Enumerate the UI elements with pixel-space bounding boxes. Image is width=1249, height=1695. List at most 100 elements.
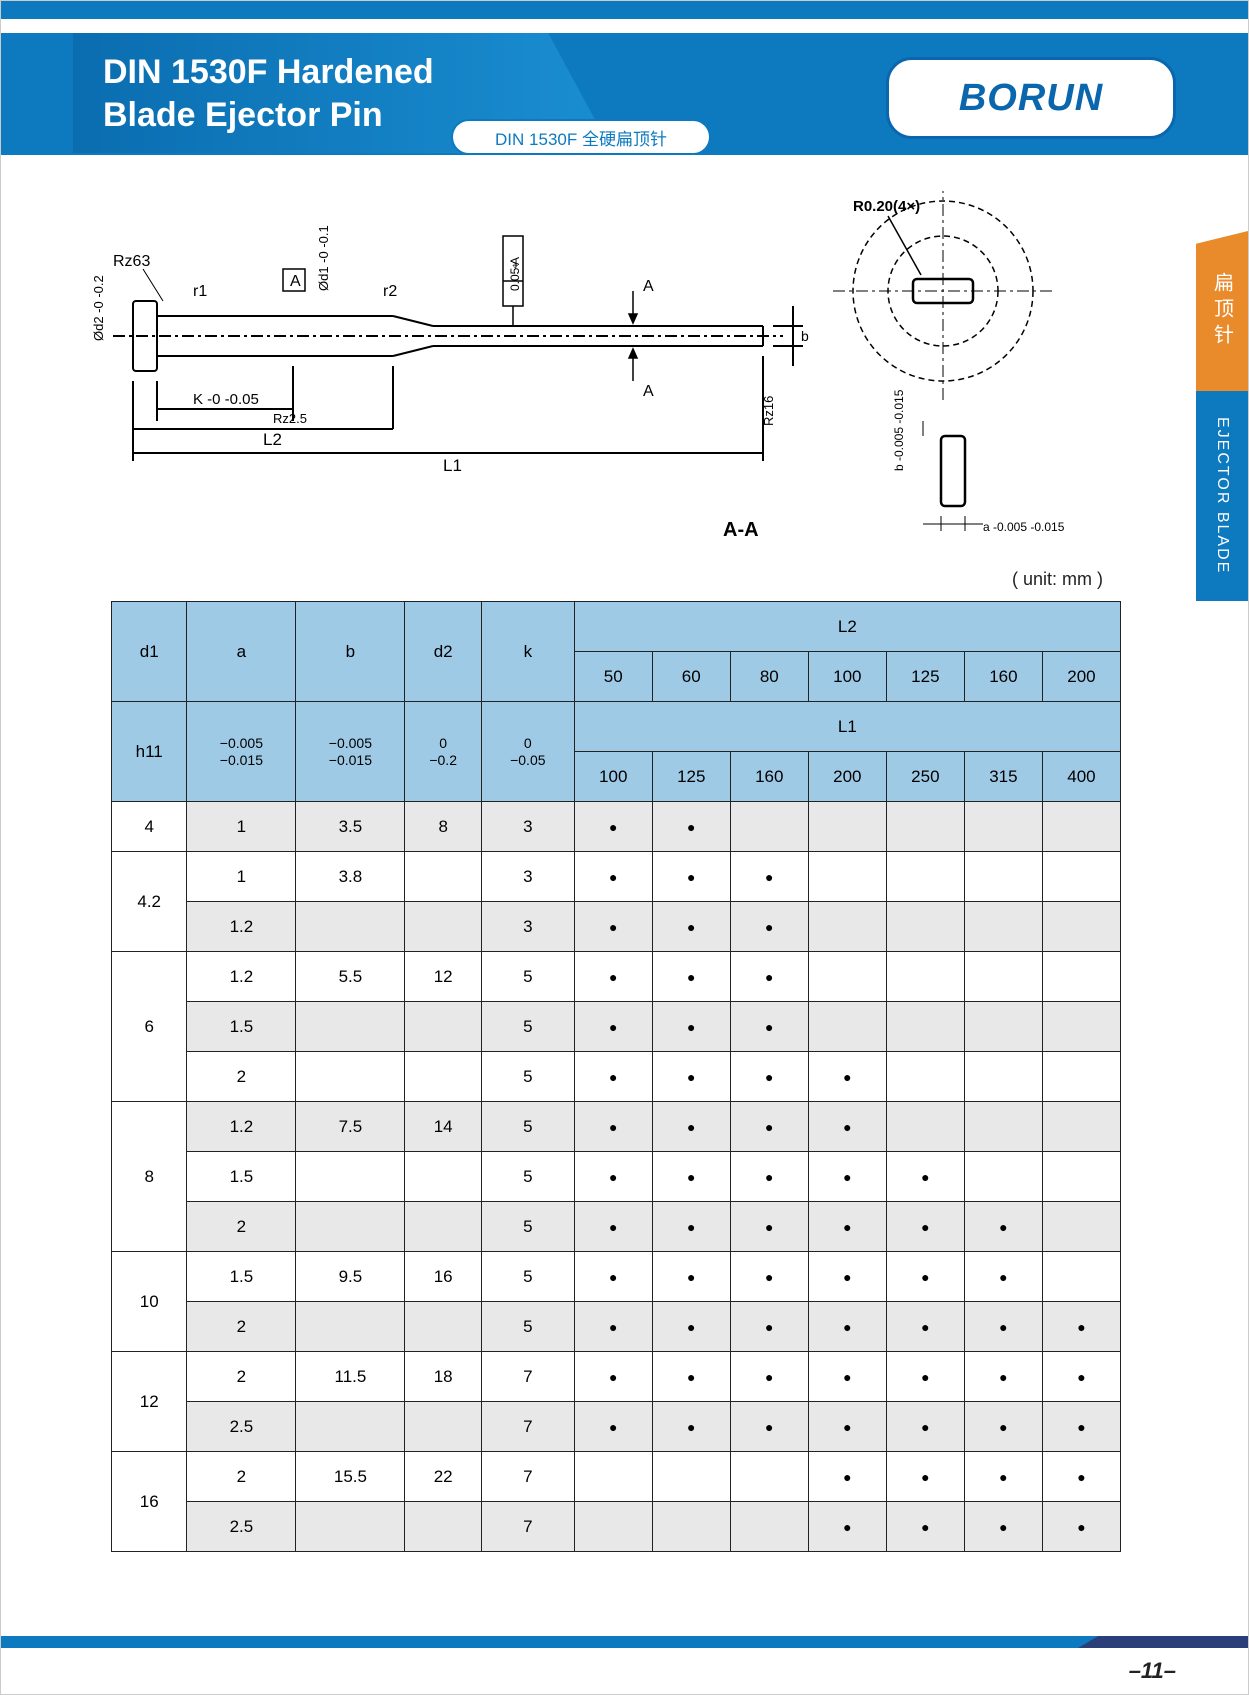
- cell-dot: ●: [808, 1102, 886, 1152]
- cell-a: 1.5: [187, 1252, 296, 1302]
- cell-dot: ●: [964, 1502, 1042, 1552]
- cell-d1: 16: [112, 1452, 187, 1552]
- l2-val: 80: [730, 652, 808, 702]
- cell-dot: [964, 852, 1042, 902]
- lbl-od2: Ød2 -0 -0.2: [91, 275, 106, 341]
- cell-d1: 12: [112, 1352, 187, 1452]
- cell-dot: ●: [574, 1252, 652, 1302]
- l2-val: 125: [886, 652, 964, 702]
- cell-dot: [1042, 852, 1120, 902]
- cell-dot: [964, 802, 1042, 852]
- cell-dot: ●: [574, 952, 652, 1002]
- cell-k: 7: [481, 1402, 574, 1452]
- lbl-geomtol-val: 0.05 A: [508, 257, 522, 291]
- cell-d1: 4.2: [112, 852, 187, 952]
- cell-dot: ●: [964, 1452, 1042, 1502]
- cell-dot: ●: [808, 1352, 886, 1402]
- cell-d2: [405, 1502, 482, 1552]
- l1-val: 250: [886, 752, 964, 802]
- cell-dot: ●: [652, 1052, 730, 1102]
- cell-dot: [964, 1102, 1042, 1152]
- cell-dot: ●: [652, 1102, 730, 1152]
- top-accent-bar: [1, 1, 1248, 19]
- l2-val: 100: [808, 652, 886, 702]
- cell-a: 2: [187, 1202, 296, 1252]
- cell-dot: ●: [886, 1152, 964, 1202]
- cell-dot: ●: [964, 1402, 1042, 1452]
- cell-dot: [1042, 1152, 1120, 1202]
- footer-bar: [1, 1636, 1248, 1648]
- page-number: –11–: [1129, 1658, 1176, 1684]
- lbl-atol: a -0.005 -0.015: [983, 520, 1065, 534]
- col-a: a: [187, 602, 296, 702]
- cell-b: [296, 1402, 405, 1452]
- cell-d1: 6: [112, 952, 187, 1102]
- cell-a: 2: [187, 1302, 296, 1352]
- cell-dot: ●: [652, 802, 730, 852]
- cell-dot: [808, 1002, 886, 1052]
- cell-dot: [574, 1502, 652, 1552]
- cell-dot: ●: [1042, 1402, 1120, 1452]
- cell-k: 5: [481, 1102, 574, 1152]
- cell-dot: [1042, 902, 1120, 952]
- cell-dot: [1042, 952, 1120, 1002]
- cell-dot: ●: [574, 1402, 652, 1452]
- cell-dot: ●: [730, 1202, 808, 1252]
- cell-b: 3.8: [296, 852, 405, 902]
- cell-dot: ●: [574, 902, 652, 952]
- cell-a: 2: [187, 1452, 296, 1502]
- cell-d2: 12: [405, 952, 482, 1002]
- l1-val: 100: [574, 752, 652, 802]
- cell-a: 2.5: [187, 1502, 296, 1552]
- cell-dot: ●: [730, 1152, 808, 1202]
- cell-dot: ●: [652, 952, 730, 1002]
- cell-dot: ●: [652, 1352, 730, 1402]
- cell-k: 5: [481, 1152, 574, 1202]
- lbl-r020: R0.20(4×): [853, 198, 920, 215]
- cell-dot: ●: [652, 1402, 730, 1452]
- cell-k: 5: [481, 952, 574, 1002]
- cell-a: 1: [187, 852, 296, 902]
- cell-dot: [964, 1052, 1042, 1102]
- cell-dot: ●: [808, 1452, 886, 1502]
- cell-d2: 16: [405, 1252, 482, 1302]
- lbl-r1: r1: [193, 283, 207, 300]
- l1-val: 160: [730, 752, 808, 802]
- cell-dot: [730, 1502, 808, 1552]
- cell-dot: [964, 952, 1042, 1002]
- side-tab-orange: 扁顶针: [1196, 231, 1248, 391]
- cell-dot: ●: [652, 852, 730, 902]
- cell-dot: [808, 902, 886, 952]
- cell-dot: ●: [808, 1502, 886, 1552]
- cell-a: 1.5: [187, 1002, 296, 1052]
- cell-b: 15.5: [296, 1452, 405, 1502]
- lbl-rz63: Rz63: [113, 253, 150, 270]
- cell-dot: ●: [808, 1252, 886, 1302]
- cell-dot: [574, 1452, 652, 1502]
- cell-dot: [730, 802, 808, 852]
- spec-table: d1abd2kL2506080100125160200h11−0.005−0.0…: [111, 601, 1121, 1552]
- cell-k: 3: [481, 902, 574, 952]
- cell-dot: ●: [886, 1252, 964, 1302]
- l2-val: 160: [964, 652, 1042, 702]
- cell-k: 5: [481, 1202, 574, 1252]
- cell-dot: [1042, 1002, 1120, 1052]
- cell-dot: ●: [574, 1002, 652, 1052]
- cell-dot: ●: [886, 1302, 964, 1352]
- lbl-btol: b -0.005 -0.015: [892, 389, 906, 471]
- col-L1: L1: [574, 702, 1120, 752]
- cell-dot: ●: [730, 1002, 808, 1052]
- lbl-A-box: A: [290, 273, 301, 290]
- cell-dot: ●: [886, 1452, 964, 1502]
- cell-dot: ●: [808, 1052, 886, 1102]
- l1-val: 315: [964, 752, 1042, 802]
- cell-k: 3: [481, 802, 574, 852]
- cell-d2: 14: [405, 1102, 482, 1152]
- cell-dot: ●: [652, 1002, 730, 1052]
- cell-k: 5: [481, 1252, 574, 1302]
- cell-b: 9.5: [296, 1252, 405, 1302]
- l2-val: 50: [574, 652, 652, 702]
- cell-dot: ●: [964, 1302, 1042, 1352]
- l2-val: 60: [652, 652, 730, 702]
- cell-dot: [886, 852, 964, 902]
